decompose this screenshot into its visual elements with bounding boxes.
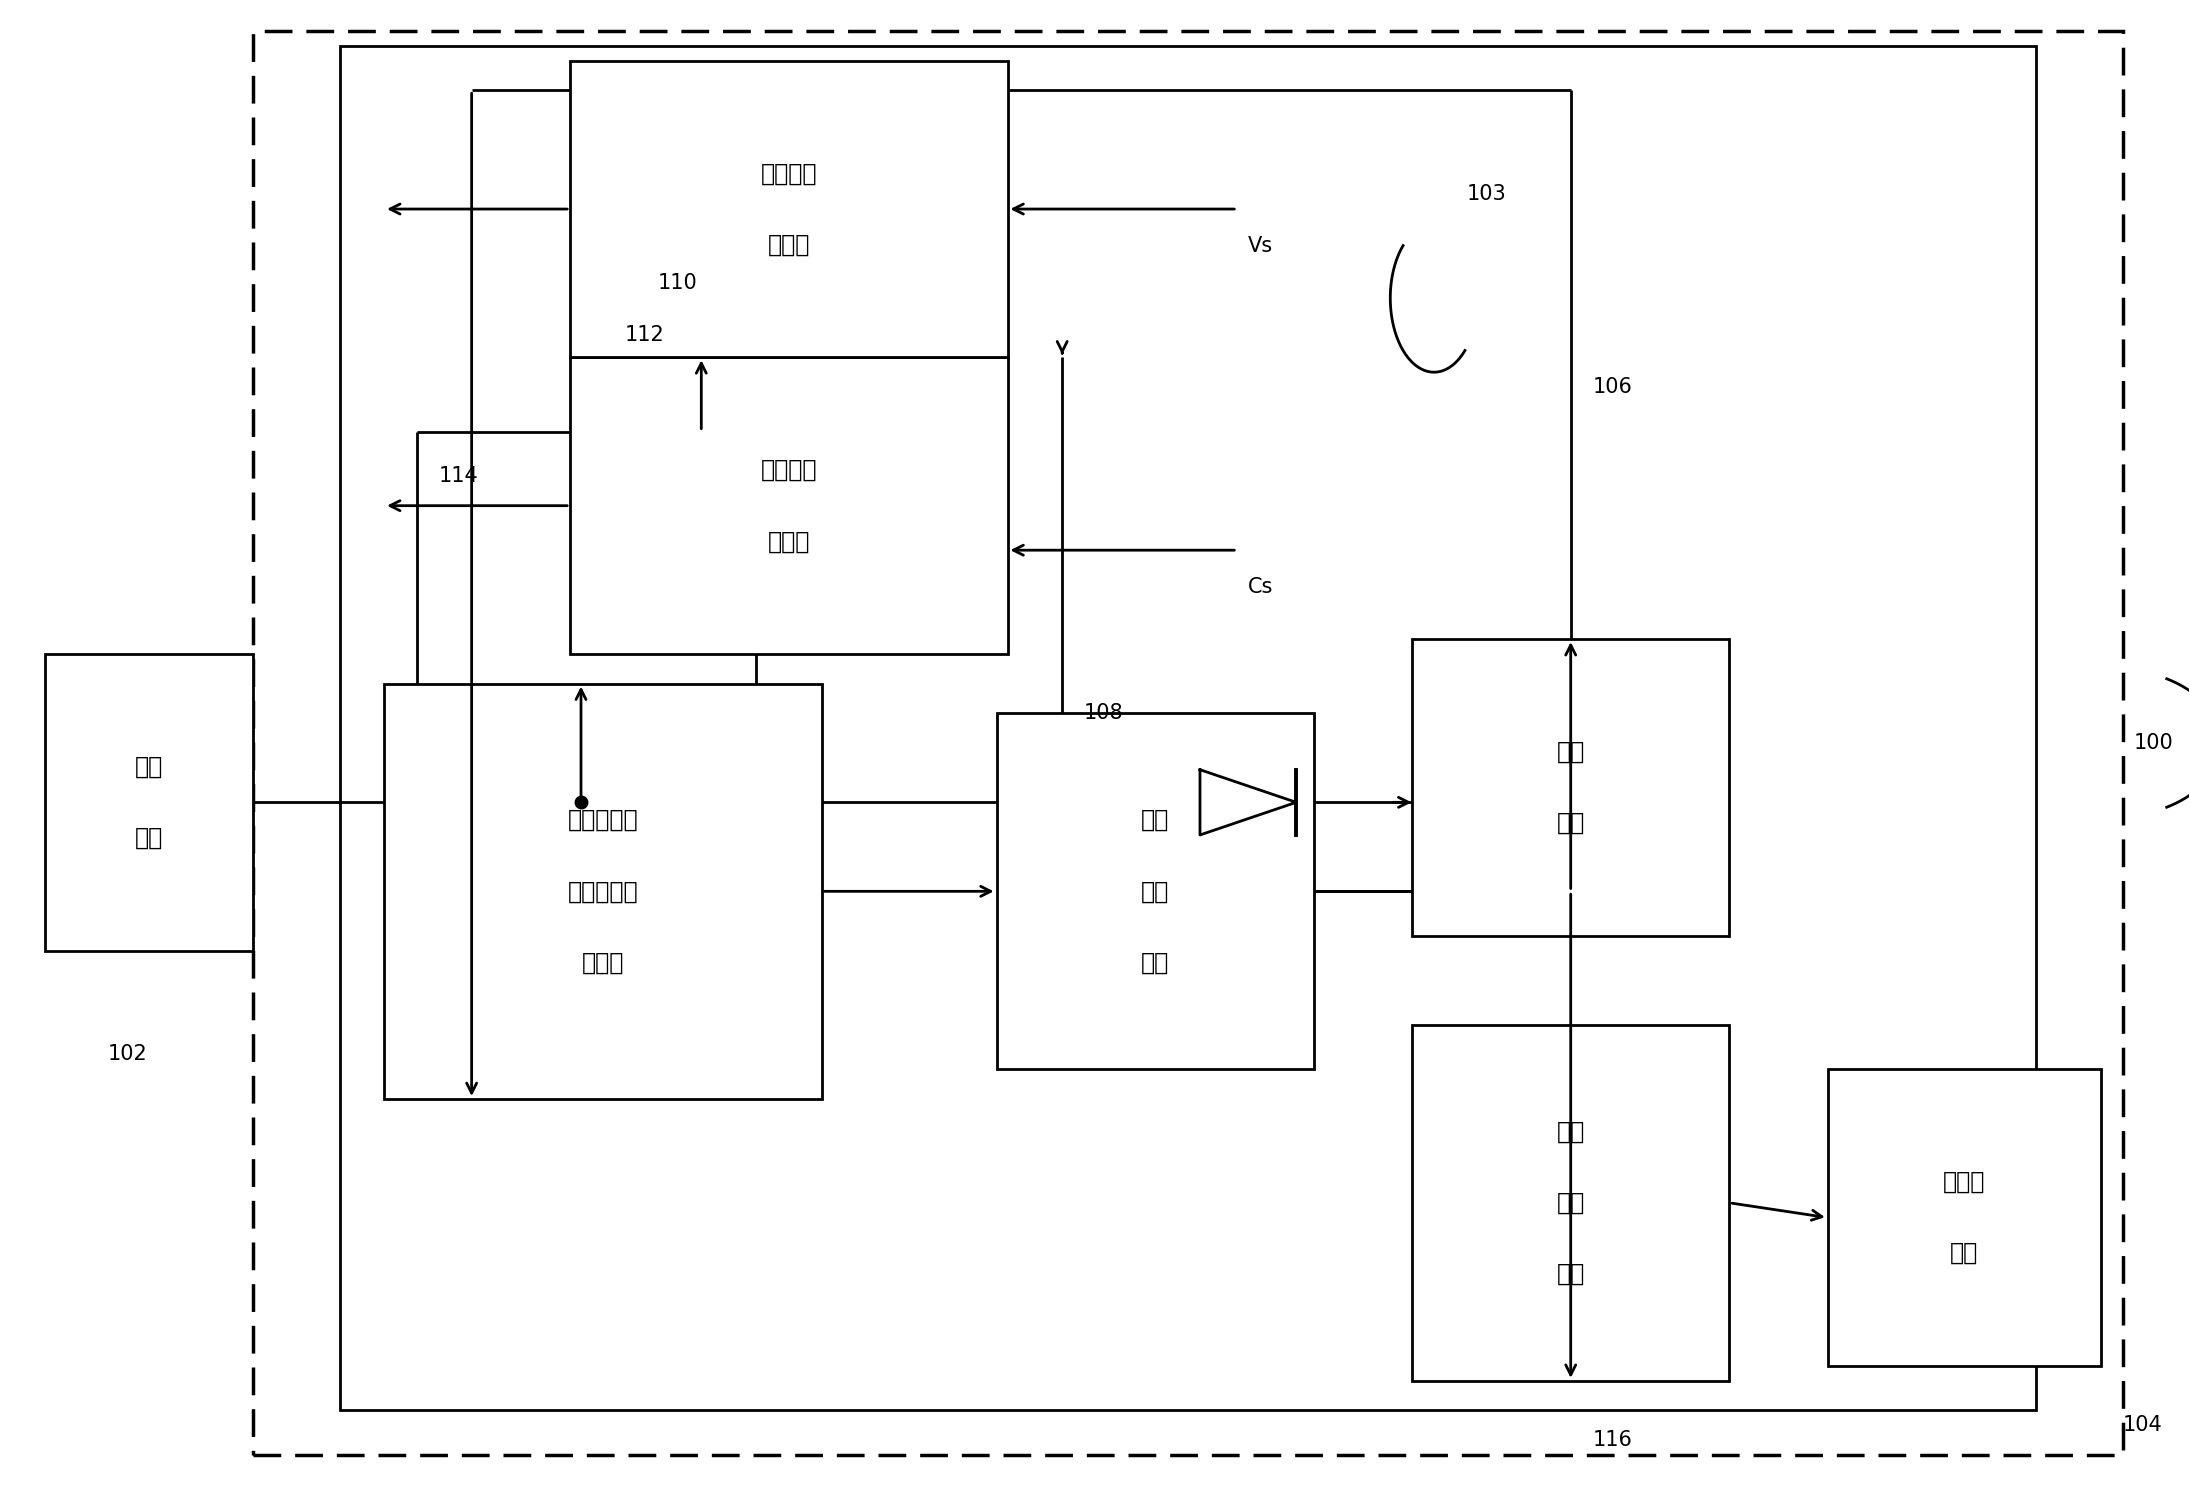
- Text: 电量: 电量: [1141, 808, 1169, 832]
- Text: Cs: Cs: [1248, 577, 1272, 597]
- Text: 100: 100: [2133, 733, 2175, 753]
- Text: 102: 102: [107, 1045, 147, 1064]
- Text: 电源: 电源: [136, 826, 162, 850]
- Text: 放大器: 放大器: [769, 233, 810, 257]
- Text: 电压误差: 电压误差: [760, 162, 817, 186]
- Text: 电流误差: 电流误差: [760, 458, 817, 481]
- Bar: [252, 31, 2122, 1455]
- Text: 104: 104: [2122, 1415, 2164, 1435]
- Text: 转换器功率: 转换器功率: [567, 880, 637, 903]
- Text: 直流对直流: 直流对直流: [567, 808, 637, 832]
- Bar: [339, 46, 2035, 1410]
- Text: 放大器: 放大器: [769, 529, 810, 553]
- Text: Vs: Vs: [1248, 236, 1272, 256]
- Bar: [1413, 1025, 1730, 1380]
- Text: 装置: 装置: [1951, 1241, 1978, 1265]
- Text: 108: 108: [1084, 703, 1123, 724]
- Text: 装置: 装置: [1141, 951, 1169, 975]
- Bar: [46, 654, 252, 951]
- Text: 112: 112: [624, 325, 664, 345]
- Bar: [383, 684, 821, 1100]
- Text: 106: 106: [1592, 377, 1632, 397]
- Text: 电池: 电池: [1557, 811, 1586, 835]
- Text: 电源: 电源: [1557, 1119, 1586, 1144]
- Text: 110: 110: [657, 273, 696, 293]
- Bar: [1413, 639, 1730, 936]
- Text: 转换级: 转换级: [583, 951, 624, 975]
- Text: 103: 103: [1467, 184, 1507, 204]
- Text: 充电: 充电: [1557, 740, 1586, 764]
- Text: 114: 114: [438, 467, 480, 486]
- Text: 电路: 电路: [1557, 1262, 1586, 1285]
- Text: 主功能: 主功能: [1943, 1169, 1986, 1195]
- Bar: [569, 61, 1007, 357]
- Bar: [996, 713, 1314, 1070]
- Text: 外接: 外接: [136, 755, 162, 779]
- Text: 116: 116: [1592, 1430, 1632, 1450]
- Text: 检测: 检测: [1141, 880, 1169, 903]
- Bar: [1829, 1070, 2100, 1366]
- Text: 混合: 混合: [1557, 1190, 1586, 1214]
- Bar: [569, 357, 1007, 654]
